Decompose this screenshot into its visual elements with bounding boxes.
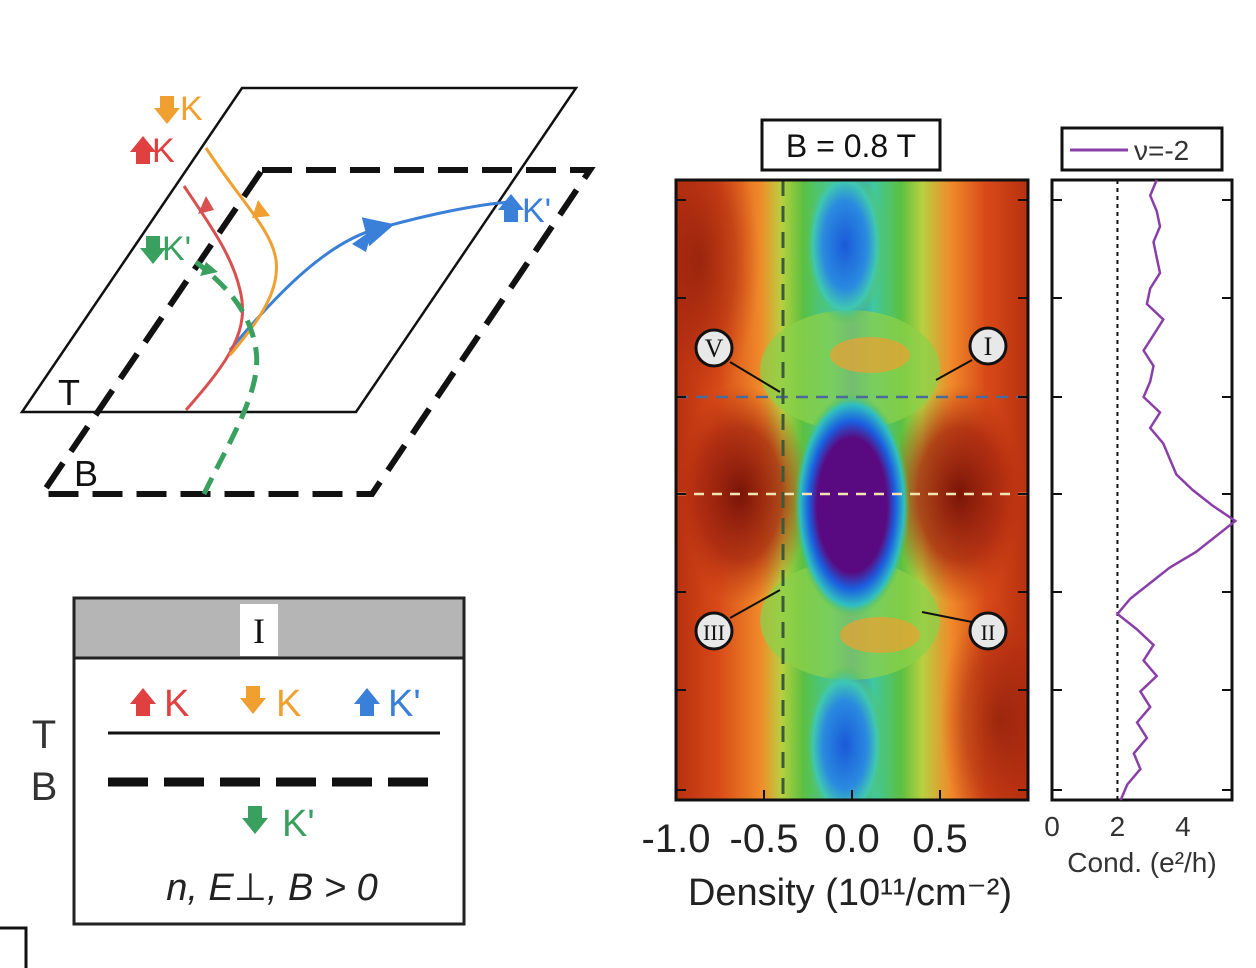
legend-valley-label: K: [276, 683, 301, 725]
arrowhead-blue: [352, 230, 372, 252]
region-label: I: [984, 332, 993, 361]
legend-T-channel: K: [240, 683, 301, 725]
spin-down-arrow-icon: [154, 96, 180, 124]
heatmap-title-box: [760, 118, 942, 172]
heatmap-ticks: [676, 199, 1028, 791]
heatmap-x-ticks: -1.0 -0.5 0.0 0.5: [642, 790, 968, 861]
schematic-label-up-K': K': [498, 192, 551, 230]
channel-down-K-path: [204, 147, 279, 356]
legend-row-label-T: T: [32, 713, 56, 757]
spin-up-arrow-icon: [130, 688, 156, 716]
region-marker-V: V: [694, 328, 781, 393]
region-marker-II: II: [921, 611, 1008, 651]
region-marker-III: III: [694, 589, 781, 651]
legend-row-label-B: B: [31, 765, 58, 809]
schematic-label-down-K: K: [154, 90, 203, 128]
schematic-valley-label: K: [152, 132, 175, 170]
legend-B-channel: K': [242, 803, 315, 845]
heatmap-xlabel: Density (10¹¹/cm⁻²): [688, 872, 1012, 914]
conductance-ticks: [1052, 199, 1232, 791]
arrowhead-red: [198, 196, 214, 214]
channel-up-K-path: [182, 185, 245, 411]
channel-up-K'-path: [228, 200, 511, 351]
conductance-series-line: [1115, 179, 1238, 801]
spin-up-arrow-icon: [498, 194, 524, 222]
conductance-xlabel: Cond. (e²/h): [1067, 847, 1216, 878]
heatmap-x-tick-label: 0.5: [912, 817, 968, 861]
legend-valley-label: K': [282, 803, 315, 845]
heatmap-panel: B = 0.8 T: [642, 118, 1030, 914]
bottom-plane: [36, 167, 596, 497]
schematic-valley-label: K': [522, 192, 551, 230]
legend-T-channel: K: [130, 683, 189, 725]
spin-down-arrow-icon: [140, 236, 166, 264]
heatmap-x-tick-label: -0.5: [730, 817, 799, 861]
spin-up-arrow-icon: [130, 136, 156, 164]
conductance-legend-label: ν=-2: [1134, 135, 1189, 166]
schematic-valley-label: K': [162, 230, 191, 268]
region-label: III: [703, 620, 725, 645]
legend-table-header: I: [253, 611, 265, 651]
schematic: T B K K K' K': [19, 86, 596, 497]
conductance-x-tick-label: 4: [1175, 811, 1191, 842]
conductance-panel: ν=-2 0 2 4 Cond. (e²/h): [1044, 126, 1238, 878]
spin-down-arrow-icon: [242, 806, 268, 834]
schematic-label-up-K: K: [130, 132, 175, 170]
plane-label-top: T: [58, 372, 80, 413]
heatmap-x-tick-label: -1.0: [642, 817, 711, 861]
legend-valley-label: K': [388, 683, 421, 725]
schematic-label-down-K': K': [140, 230, 191, 268]
region-label: II: [981, 620, 996, 645]
schematic-valley-label: K: [180, 90, 203, 128]
conductance-x-tick-label: 2: [1110, 811, 1126, 842]
plane-label-bottom: B: [74, 453, 98, 494]
conductance-x-tick-label: 0: [1044, 811, 1060, 842]
corner-box: [0, 926, 28, 968]
heatmap-title: B = 0.8 T: [786, 128, 916, 164]
conductance-frame: [1050, 178, 1234, 802]
top-plane: [19, 86, 579, 414]
legend-valley-label: K: [164, 683, 189, 725]
legend-table-header-box: [240, 604, 278, 656]
legend-table: I T B K K K' K' n, E⊥, B > 0: [31, 596, 466, 926]
heatmap-image: [676, 180, 1028, 800]
spin-up-arrow-icon: [354, 688, 380, 716]
arrowhead-green: [200, 262, 218, 276]
conductance-x-ticks: 0 2 4: [1044, 811, 1190, 842]
channel-down-K'-path: [194, 260, 260, 496]
heatmap-x-tick-label: 0.0: [824, 817, 880, 861]
region-marker-I: I: [935, 326, 1008, 381]
spin-down-arrow-icon: [240, 686, 266, 714]
region-label: V: [705, 334, 724, 363]
arrowhead-orange: [252, 200, 270, 218]
legend-T-channel: K': [354, 683, 421, 725]
legend-condition: n, E⊥, B > 0: [166, 867, 378, 909]
